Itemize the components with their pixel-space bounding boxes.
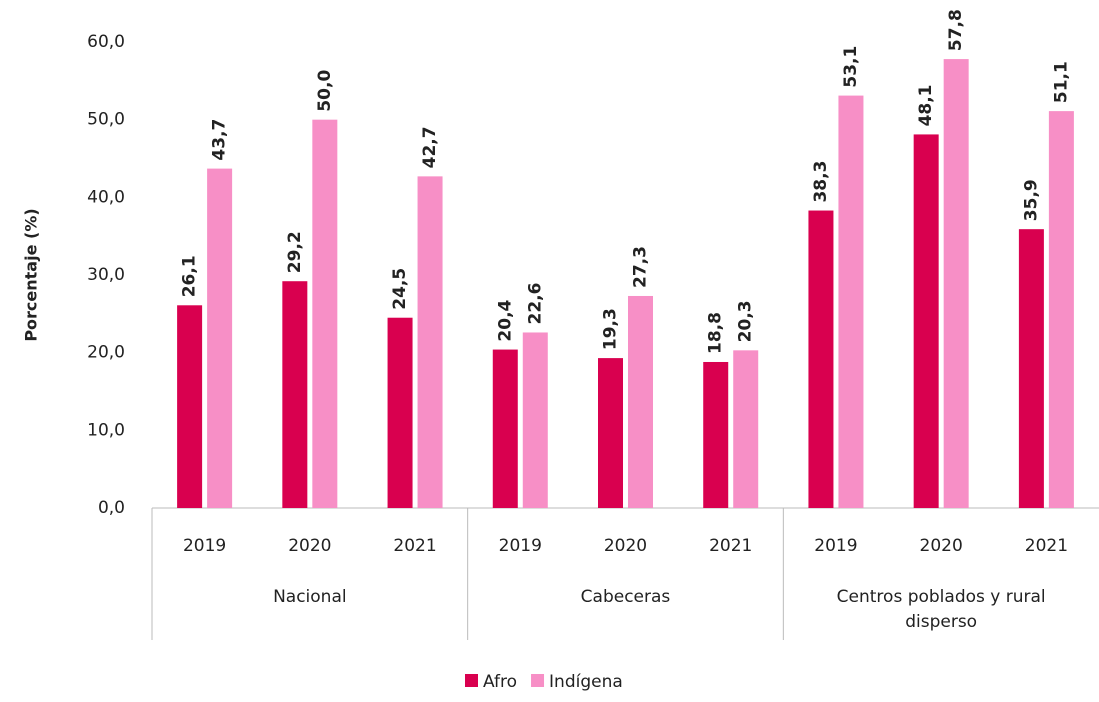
y-tick-label: 50,0 [87,110,125,130]
y-tick-label: 40,0 [87,187,125,207]
value-label: 42,7 [420,126,440,168]
x-tick-label: 2021 [709,536,752,556]
x-tick-label: 2019 [814,536,857,556]
group-label: Cabeceras [580,587,671,607]
value-label: 48,1 [916,84,936,126]
value-label: 20,4 [495,299,515,341]
value-label: 27,3 [631,246,651,288]
y-tick-label: 20,0 [87,343,125,363]
value-label: 53,1 [841,46,861,88]
legend-swatch [531,674,545,687]
y-tick-label: 60,0 [87,32,125,52]
x-tick-label: 2020 [920,536,963,556]
bar [1018,229,1044,508]
legend-label: Afro [483,672,517,692]
x-tick-label: 2021 [393,536,436,556]
value-label: 51,1 [1051,61,1071,103]
value-label: 29,2 [285,231,305,273]
bar [808,210,834,508]
value-label: 57,8 [946,9,966,51]
bar [417,176,443,508]
value-label: 26,1 [180,255,200,297]
value-label: 18,8 [706,312,726,354]
bar [838,95,864,508]
value-label: 43,7 [210,119,230,161]
value-label: 35,9 [1021,179,1041,221]
legend-label: Indígena [549,672,623,692]
bar [312,119,338,509]
value-label: 19,3 [601,308,621,350]
x-tick-label: 2020 [288,536,331,556]
value-label: 24,5 [390,268,410,310]
group-label: Nacional [273,587,347,607]
x-tick-label: 2019 [183,536,226,556]
bar [943,59,969,508]
value-label: 22,6 [525,283,545,325]
legend-swatch [465,674,478,687]
bar [598,358,623,508]
value-label: 50,0 [315,70,335,112]
bar [733,350,759,508]
x-tick-label: 2020 [604,536,647,556]
value-label: 38,3 [811,161,831,203]
x-tick-label: 2021 [1025,536,1068,556]
bar [207,168,233,508]
bar [177,305,203,508]
bar [703,361,729,508]
bar [913,134,939,508]
bar [282,281,308,508]
y-tick-label: 30,0 [87,265,125,285]
y-axis-label: Porcentaje (%) [22,208,41,341]
y-tick-label: 0,0 [98,498,125,518]
value-label: 20,3 [736,300,756,342]
bar [522,332,548,508]
group-label: Centros poblados y rural disperso [836,587,1046,632]
y-tick-label: 10,0 [87,420,125,440]
bar [492,349,518,508]
bar [628,295,653,508]
bar [1048,111,1074,508]
bar [387,317,413,508]
x-tick-label: 2019 [499,536,542,556]
